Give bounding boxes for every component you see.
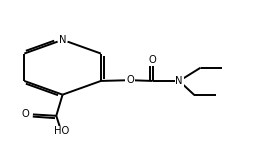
Text: O: O bbox=[149, 55, 156, 65]
Text: HO: HO bbox=[54, 126, 69, 137]
Text: O: O bbox=[126, 75, 134, 85]
Text: O: O bbox=[22, 109, 30, 119]
Text: N: N bbox=[59, 35, 66, 45]
Text: N: N bbox=[176, 76, 183, 86]
